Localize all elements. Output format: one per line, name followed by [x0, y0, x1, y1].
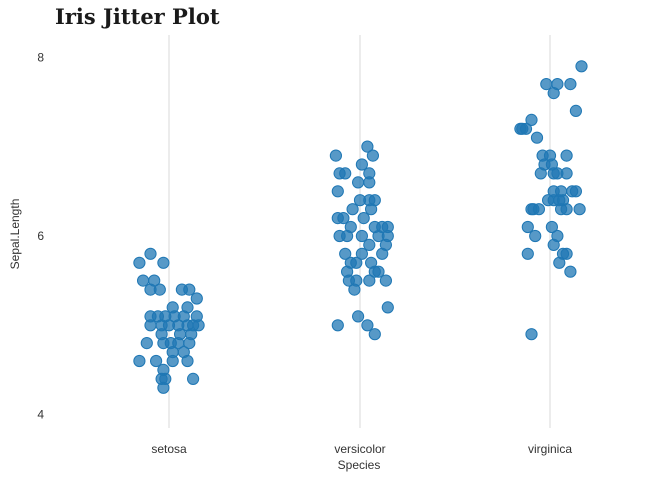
data-point-versicolor: [379, 274, 392, 287]
data-point-virginica: [573, 203, 586, 216]
data-point-virginica: [540, 78, 553, 91]
data-point-setosa: [192, 319, 205, 332]
data-point-setosa: [183, 283, 196, 296]
data-point-virginica: [525, 113, 538, 127]
data-point-virginica: [547, 238, 560, 251]
y-tick-label: 4: [37, 408, 44, 422]
data-point-versicolor: [355, 247, 368, 260]
y-tick-label: 8: [37, 50, 44, 64]
data-point-setosa: [140, 337, 153, 350]
data-point-versicolor: [352, 310, 365, 323]
data-point-versicolor: [355, 229, 368, 243]
data-point-setosa: [183, 337, 196, 350]
data-point-setosa: [157, 256, 170, 269]
data-point-setosa: [133, 354, 146, 368]
data-point-setosa: [166, 354, 179, 368]
data-point-versicolor: [365, 203, 378, 216]
data-point-setosa: [190, 292, 203, 305]
y-tick-label: 6: [37, 229, 44, 243]
data-point-versicolor: [341, 229, 354, 243]
data-point-setosa: [150, 354, 163, 368]
y-tick-labels: 4 6 8: [37, 50, 44, 421]
data-point-virginica: [529, 229, 542, 243]
data-point-virginica: [564, 78, 577, 91]
data-point-virginica: [519, 122, 533, 135]
data-point-virginica: [521, 220, 534, 234]
data-point-versicolor: [372, 265, 385, 278]
data-point-virginica: [532, 203, 546, 216]
data-point-virginica: [545, 220, 559, 234]
data-point-setosa: [157, 381, 170, 394]
data-point-setosa: [144, 283, 157, 296]
data-point-versicolor: [363, 176, 376, 189]
data-point-setosa: [137, 274, 150, 287]
data-point-versicolor: [368, 328, 381, 341]
x-axis-title: Species: [338, 458, 381, 472]
x-tick-label-versicolor: versicolor: [334, 442, 385, 456]
data-point-setosa: [187, 372, 200, 385]
data-point-setosa: [144, 319, 157, 332]
data-point-versicolor: [339, 247, 352, 260]
data-point-versicolor: [348, 283, 361, 296]
data-point-versicolor: [363, 274, 376, 287]
data-point-versicolor: [339, 167, 352, 180]
data-point-setosa: [133, 256, 146, 269]
data-point-virginica: [530, 131, 544, 144]
data-point-versicolor: [352, 176, 365, 189]
data-point-versicolor: [329, 149, 342, 162]
data-point-virginica: [547, 87, 560, 100]
data-point-virginica: [534, 167, 547, 180]
data-point-virginica: [560, 149, 573, 162]
data-point-versicolor: [331, 185, 344, 198]
y-axis-title: Sepal.Length: [8, 199, 22, 270]
data-point-virginica: [553, 256, 566, 269]
x-tick-labels: setosa versicolor virginica: [151, 442, 572, 456]
data-point-versicolor: [361, 140, 374, 153]
data-point-setosa: [181, 354, 194, 368]
data-point-versicolor: [337, 212, 350, 225]
data-point-virginica: [569, 104, 583, 118]
data-point-virginica: [575, 60, 588, 73]
data-point-virginica: [560, 167, 573, 180]
data-point-setosa: [144, 247, 157, 260]
data-point-virginica: [521, 247, 534, 260]
data-point-virginica: [569, 185, 583, 198]
data-point-versicolor: [361, 319, 374, 332]
x-tick-label-virginica: virginica: [528, 442, 572, 456]
data-point-versicolor: [355, 158, 368, 171]
data-point-virginica: [564, 265, 577, 278]
data-points: [133, 60, 588, 394]
data-point-versicolor: [331, 319, 344, 332]
data-point-versicolor: [366, 149, 379, 162]
x-tick-label-setosa: setosa: [151, 442, 187, 456]
chart-title: Iris Jitter Plot: [55, 4, 220, 29]
data-point-versicolor: [357, 212, 370, 225]
data-point-versicolor: [346, 203, 359, 216]
data-point-versicolor: [363, 238, 376, 251]
data-point-versicolor: [381, 301, 394, 314]
data-point-virginica: [560, 203, 573, 216]
data-point-versicolor: [376, 247, 389, 260]
data-point-virginica: [525, 328, 538, 341]
data-point-versicolor: [350, 256, 363, 269]
data-point-virginica: [560, 247, 573, 260]
